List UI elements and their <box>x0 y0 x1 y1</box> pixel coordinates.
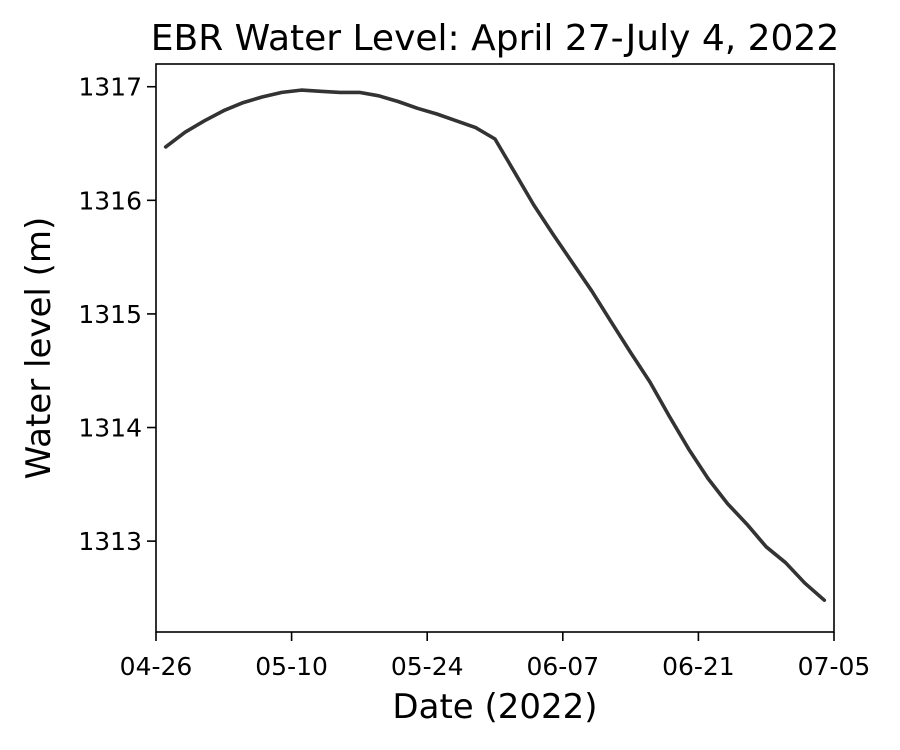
y-tick-label: 1313 <box>78 527 142 556</box>
plot-area-frame <box>155 63 835 633</box>
x-tick-label: 04-26 <box>120 652 193 681</box>
y-tick-label: 1315 <box>78 300 142 329</box>
water-level-series-line <box>163 88 827 602</box>
y-tick-label: 1317 <box>78 73 142 102</box>
x-tick-label: 05-24 <box>391 652 464 681</box>
y-axis-label: Water level (m) <box>19 217 59 480</box>
x-axis: 04-26 05-10 05-24 06-07 06-21 07-05 <box>120 632 871 681</box>
x-axis-label: Date (2022) <box>392 687 597 727</box>
y-tick-label: 1314 <box>78 414 142 443</box>
x-tick-label: 06-07 <box>526 652 599 681</box>
chart-title: EBR Water Level: April 27-July 4, 2022 <box>151 18 839 59</box>
y-axis: 1313 1314 1315 1316 1317 <box>78 73 156 556</box>
y-tick-label: 1316 <box>78 186 142 215</box>
x-tick-label: 05-10 <box>255 652 328 681</box>
x-tick-label: 07-05 <box>798 652 871 681</box>
x-tick-label: 06-21 <box>662 652 735 681</box>
